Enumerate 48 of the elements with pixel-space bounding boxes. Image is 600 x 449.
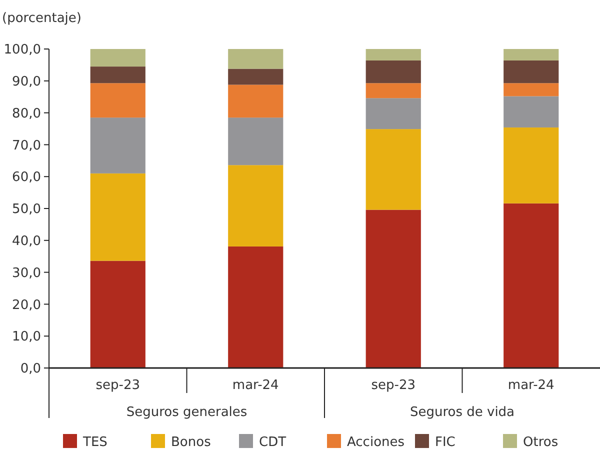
bar: [504, 49, 559, 60]
legend-label: FIC: [435, 435, 456, 449]
y-tick-label: 90,0: [12, 74, 41, 90]
y-tick-label: 50,0: [12, 202, 41, 218]
bar: [90, 49, 146, 67]
legend-label: TES: [82, 435, 108, 449]
bar: [228, 118, 284, 166]
bar: [90, 83, 146, 118]
bar: [366, 98, 421, 130]
legend-label: Acciones: [347, 435, 405, 449]
y-tick-label: 80,0: [12, 106, 41, 122]
x-tick-label: mar-24: [232, 378, 279, 393]
x-tick-label: sep-23: [96, 378, 140, 393]
bar: [366, 60, 421, 84]
bar: [228, 246, 284, 368]
bar: [90, 260, 146, 368]
legend-label: Bonos: [171, 435, 212, 449]
bar: [366, 49, 421, 60]
y-tick-label: 60,0: [12, 170, 41, 186]
bar: [366, 83, 421, 98]
y-tick-label: 100,0: [4, 42, 41, 58]
y-axis-title: (porcentaje): [2, 11, 82, 26]
bar: [504, 60, 559, 84]
x-tick-label: sep-23: [371, 378, 416, 393]
y-tick-label: 20,0: [12, 298, 41, 313]
bar: [228, 165, 284, 246]
y-tick-label: 70,0: [12, 138, 41, 154]
text: Seguros de vida: [410, 405, 515, 420]
bar: [228, 68, 284, 85]
bar: [504, 96, 559, 128]
y-tick-label: 40,0: [12, 234, 41, 249]
bar: [504, 83, 559, 96]
legend-label: CDT: [259, 435, 286, 449]
bar: [504, 127, 559, 204]
text: Seguros generales: [126, 405, 248, 420]
bar: [366, 210, 421, 368]
bar: [90, 173, 146, 261]
bar: [366, 129, 421, 210]
legend-label: Otros: [523, 435, 558, 449]
bar: [90, 66, 146, 84]
bar: [504, 203, 559, 368]
y-tick-label: 0,0: [20, 362, 41, 377]
y-tick-label: 10,0: [12, 330, 41, 345]
bar: [228, 49, 284, 69]
y-tick-label: 30,0: [12, 266, 41, 281]
bar: [90, 118, 146, 174]
x-tick-label: mar-24: [508, 378, 554, 393]
bar: [228, 84, 284, 118]
